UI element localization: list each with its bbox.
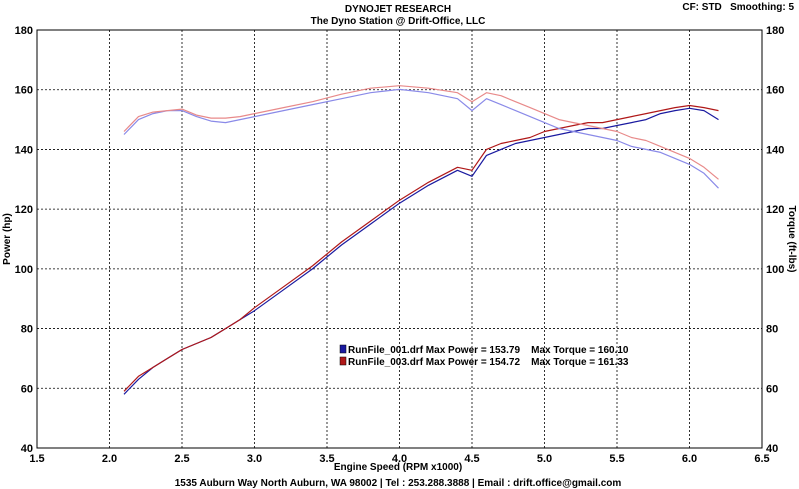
chart-subtitle: The Dyno Station @ Drift-Office, LLC <box>311 16 486 27</box>
y2-tick-label: 160 <box>766 85 784 97</box>
chart-title: DYNOJET RESEARCH <box>345 4 451 15</box>
y2-tick-label: 80 <box>766 324 778 336</box>
y-tick-label: 40 <box>21 443 33 455</box>
y2-axis-ticks: 40 60 80 100 120 140 160 180 <box>766 25 784 455</box>
y-tick-label: 80 <box>21 324 33 336</box>
legend-swatch-run3 <box>339 356 347 366</box>
x-tick-label: 3.5 <box>319 453 334 465</box>
plot-frame <box>36 29 763 449</box>
x-tick-label: 4.5 <box>464 453 479 465</box>
x-tick-label: 6.0 <box>682 453 697 465</box>
y2-tick-label: 60 <box>766 383 778 395</box>
footer-contact: 1535 Auburn Way North Auburn, WA 98002 |… <box>175 478 622 489</box>
x-tick-label: 3.0 <box>247 453 262 465</box>
x-tick-label: 2.5 <box>174 453 189 465</box>
series-line-run003-torque <box>123 85 719 180</box>
x-tick-label: 4.0 <box>392 453 407 465</box>
y-tick-label: 160 <box>15 85 33 97</box>
y2-tick-label: 180 <box>766 25 784 37</box>
legend-swatch-run1 <box>339 344 347 354</box>
x-tick-label: 5.0 <box>537 453 552 465</box>
y-tick-label: 60 <box>21 383 33 395</box>
y2-tick-label: 120 <box>766 204 784 216</box>
y2-tick-label: 40 <box>766 443 778 455</box>
settings-label: CF: STD Smoothing: 5 <box>682 2 794 13</box>
legend-entry-run1: RunFile_001.drf Max Power = 153.79 Max T… <box>348 345 629 356</box>
y2-axis-label: Torque (ft-lbs) <box>786 205 797 272</box>
series-lines <box>123 85 719 395</box>
y-tick-label: 180 <box>15 25 33 37</box>
y-tick-label: 120 <box>15 204 33 216</box>
y-axis-ticks: 40 60 80 100 120 140 160 180 <box>15 25 33 455</box>
x-axis-label: Engine Speed (RPM x1000) <box>334 462 462 473</box>
x-tick-label: 1.5 <box>29 453 44 465</box>
grid-lines <box>37 30 762 448</box>
series-line-run001-torque <box>123 88 719 189</box>
legend-entry-run3: RunFile_003.drf Max Power = 154.72 Max T… <box>348 357 629 368</box>
series-line-run003-power <box>123 104 719 392</box>
legend: RunFile_001.drf Max Power = 153.79 Max T… <box>339 344 629 368</box>
x-tick-label: 6.5 <box>754 453 769 465</box>
y2-tick-label: 100 <box>766 264 784 276</box>
y-tick-label: 140 <box>15 144 33 156</box>
x-tick-label: 2.0 <box>102 453 117 465</box>
y-axis-label: Power (hp) <box>2 213 13 265</box>
y-tick-label: 100 <box>15 264 33 276</box>
y2-tick-label: 140 <box>766 144 784 156</box>
x-tick-label: 5.5 <box>609 453 624 465</box>
x-axis-ticks: 1.5 2.0 2.5 3.0 3.5 4.0 4.5 5.0 5.5 6.0 6.5 <box>29 453 769 465</box>
